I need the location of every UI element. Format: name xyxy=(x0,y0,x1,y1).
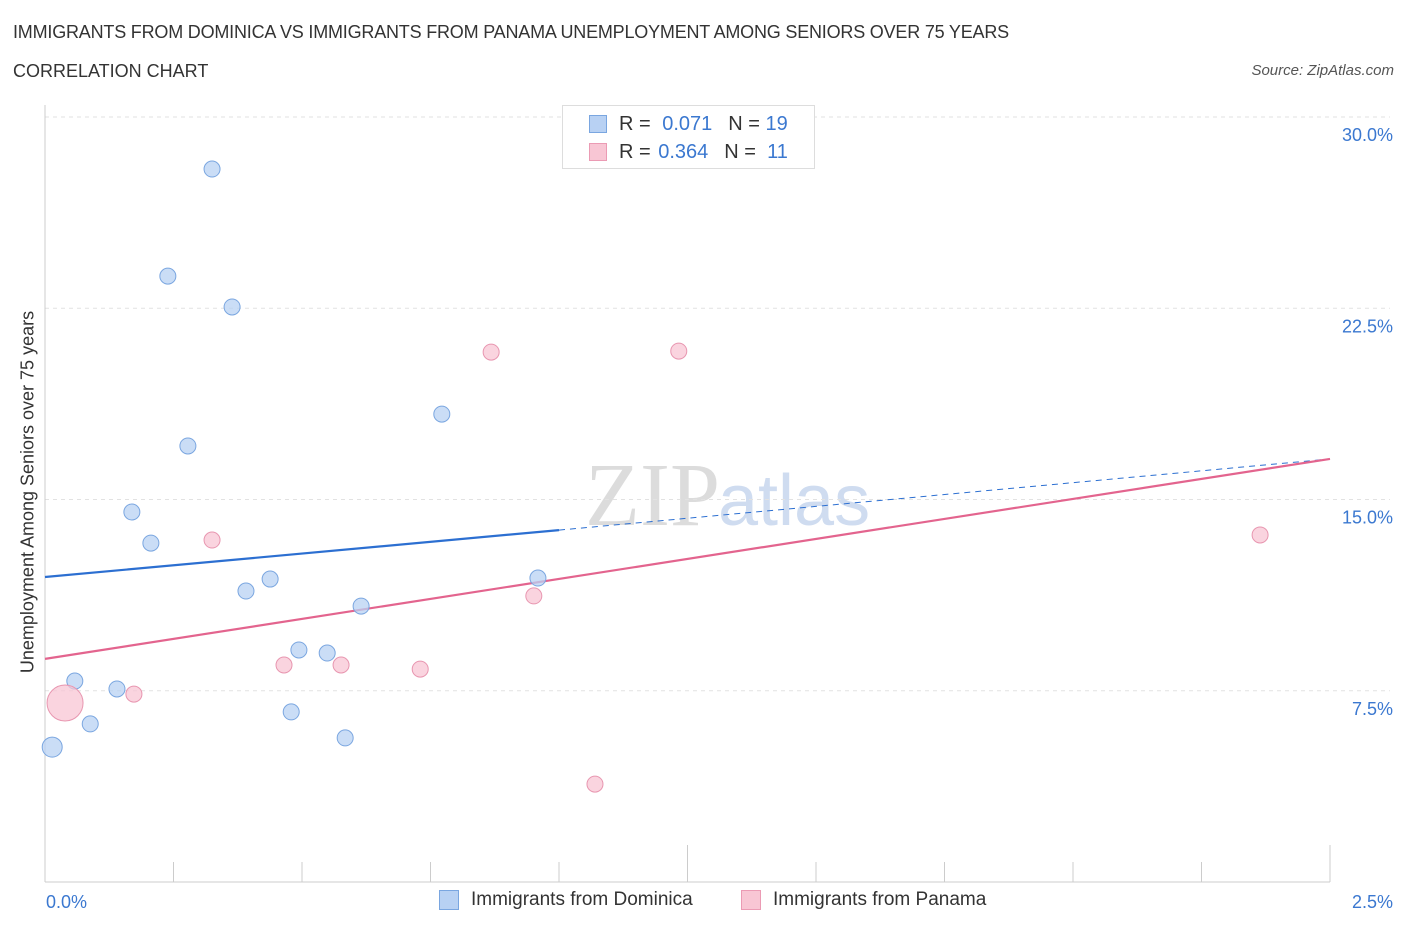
r-label: R = xyxy=(619,140,651,163)
legend-row-panama: R = 0.364 N = 11 xyxy=(589,140,788,164)
trend-line-dominica xyxy=(44,529,560,579)
dominica-point xyxy=(261,570,279,588)
dominica-point xyxy=(318,644,336,662)
dominica-point xyxy=(203,160,221,178)
panama-point xyxy=(203,531,221,549)
dominica-point xyxy=(108,680,126,698)
x-tick-label: 0.0% xyxy=(46,892,87,912)
pink-swatch xyxy=(741,890,761,910)
trend-line-panama xyxy=(44,457,1331,660)
legend-label: Immigrants from Dominica xyxy=(471,889,693,910)
dominica-point xyxy=(223,298,241,316)
y-tick-label: 22.5% xyxy=(1342,316,1393,336)
n-label: N = xyxy=(724,140,756,163)
panama-point xyxy=(46,684,84,722)
blue-swatch xyxy=(439,890,459,910)
dominica-point xyxy=(237,582,255,600)
pink-swatch xyxy=(589,143,607,161)
legend-label: Immigrants from Panama xyxy=(773,889,987,910)
panama-point xyxy=(1251,526,1269,544)
legend-item-panama[interactable]: Immigrants from Panama xyxy=(741,889,986,911)
blue-swatch xyxy=(589,115,607,133)
panama-point xyxy=(586,775,604,793)
legend-row-dominica: R = 0.071 N = 19 xyxy=(589,112,788,136)
dominica-point xyxy=(41,736,63,758)
x-tick-label: 2.5% xyxy=(1352,892,1393,912)
r-value: 0.071 xyxy=(662,112,713,135)
dominica-point xyxy=(81,715,99,733)
dominica-point xyxy=(433,405,451,423)
dominica-point xyxy=(290,641,308,659)
panama-point xyxy=(525,587,543,605)
panama-point xyxy=(482,343,500,361)
dominica-point xyxy=(123,503,141,521)
dominica-point xyxy=(529,569,547,587)
dominica-point xyxy=(352,597,370,615)
trend-line-dominica-dashed xyxy=(558,458,1331,531)
stats-legend: R = 0.071 N = 19 R = 0.364 N = 11 xyxy=(562,105,815,169)
dominica-point xyxy=(142,534,160,552)
y-tick-label: 30.0% xyxy=(1342,125,1393,145)
chart-title: IMMIGRANTS FROM DOMINICA VS IMMIGRANTS F… xyxy=(13,22,1009,42)
y-tick-label: 7.5% xyxy=(1352,699,1393,719)
n-value: 19 xyxy=(765,112,788,135)
dominica-point xyxy=(159,267,177,285)
panama-point xyxy=(670,342,688,360)
legend-item-dominica[interactable]: Immigrants from Dominica xyxy=(439,889,693,911)
r-label: R = xyxy=(619,112,651,135)
panama-point xyxy=(332,656,350,674)
dominica-point xyxy=(336,729,354,747)
watermark-zip: ZIP xyxy=(585,446,720,545)
n-value: 11 xyxy=(767,140,788,163)
panama-point xyxy=(275,656,293,674)
y-tick-label: 15.0% xyxy=(1342,508,1393,528)
dominica-point xyxy=(179,437,197,455)
r-value: 0.364 xyxy=(658,140,709,163)
chart-subtitle: CORRELATION CHART xyxy=(13,61,209,81)
dominica-point xyxy=(282,703,300,721)
panama-point xyxy=(125,685,143,703)
watermark-atlas: atlas xyxy=(718,461,870,541)
n-label: N = xyxy=(728,112,760,135)
panama-point xyxy=(411,660,429,678)
source-label: Source: ZipAtlas.com xyxy=(1251,62,1394,79)
